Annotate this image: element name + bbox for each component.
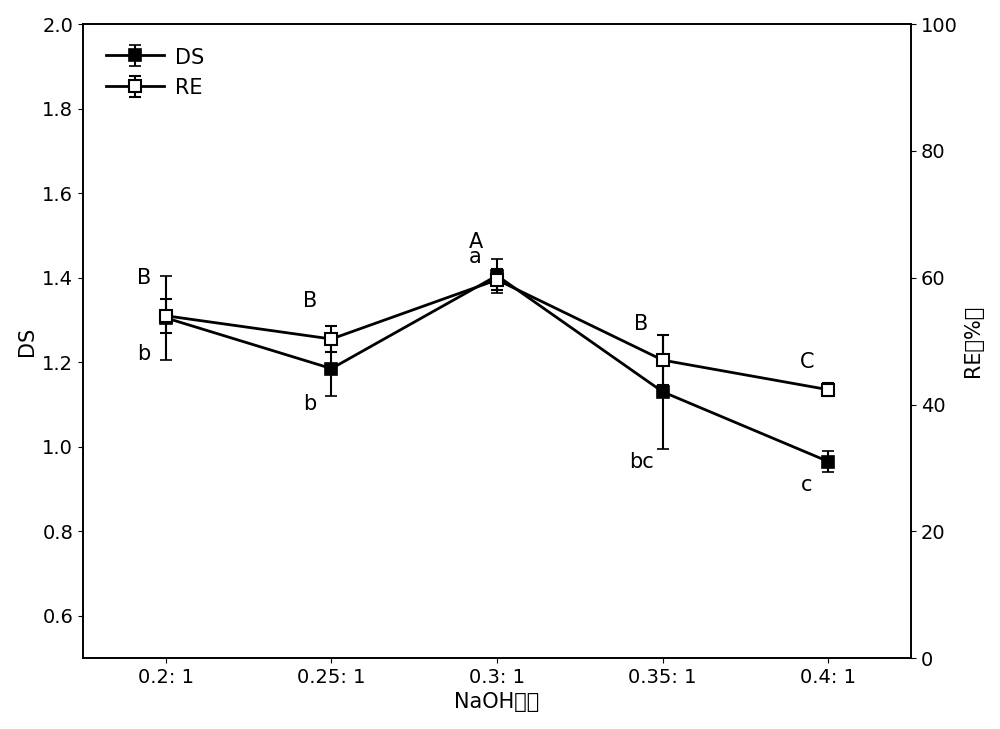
Text: b: b (138, 344, 151, 364)
Text: b: b (303, 394, 317, 415)
Text: B: B (137, 268, 151, 288)
Legend: DS, RE: DS, RE (93, 34, 216, 111)
Text: bc: bc (629, 451, 654, 472)
X-axis label: NaOH比例: NaOH比例 (454, 693, 540, 712)
Text: A: A (468, 232, 483, 252)
Text: B: B (303, 291, 317, 311)
Text: c: c (801, 475, 813, 495)
Text: C: C (800, 352, 814, 373)
Y-axis label: DS: DS (17, 327, 37, 356)
Y-axis label: RE（%）: RE（%） (963, 305, 983, 377)
Text: a: a (469, 246, 482, 267)
Text: B: B (634, 314, 648, 334)
